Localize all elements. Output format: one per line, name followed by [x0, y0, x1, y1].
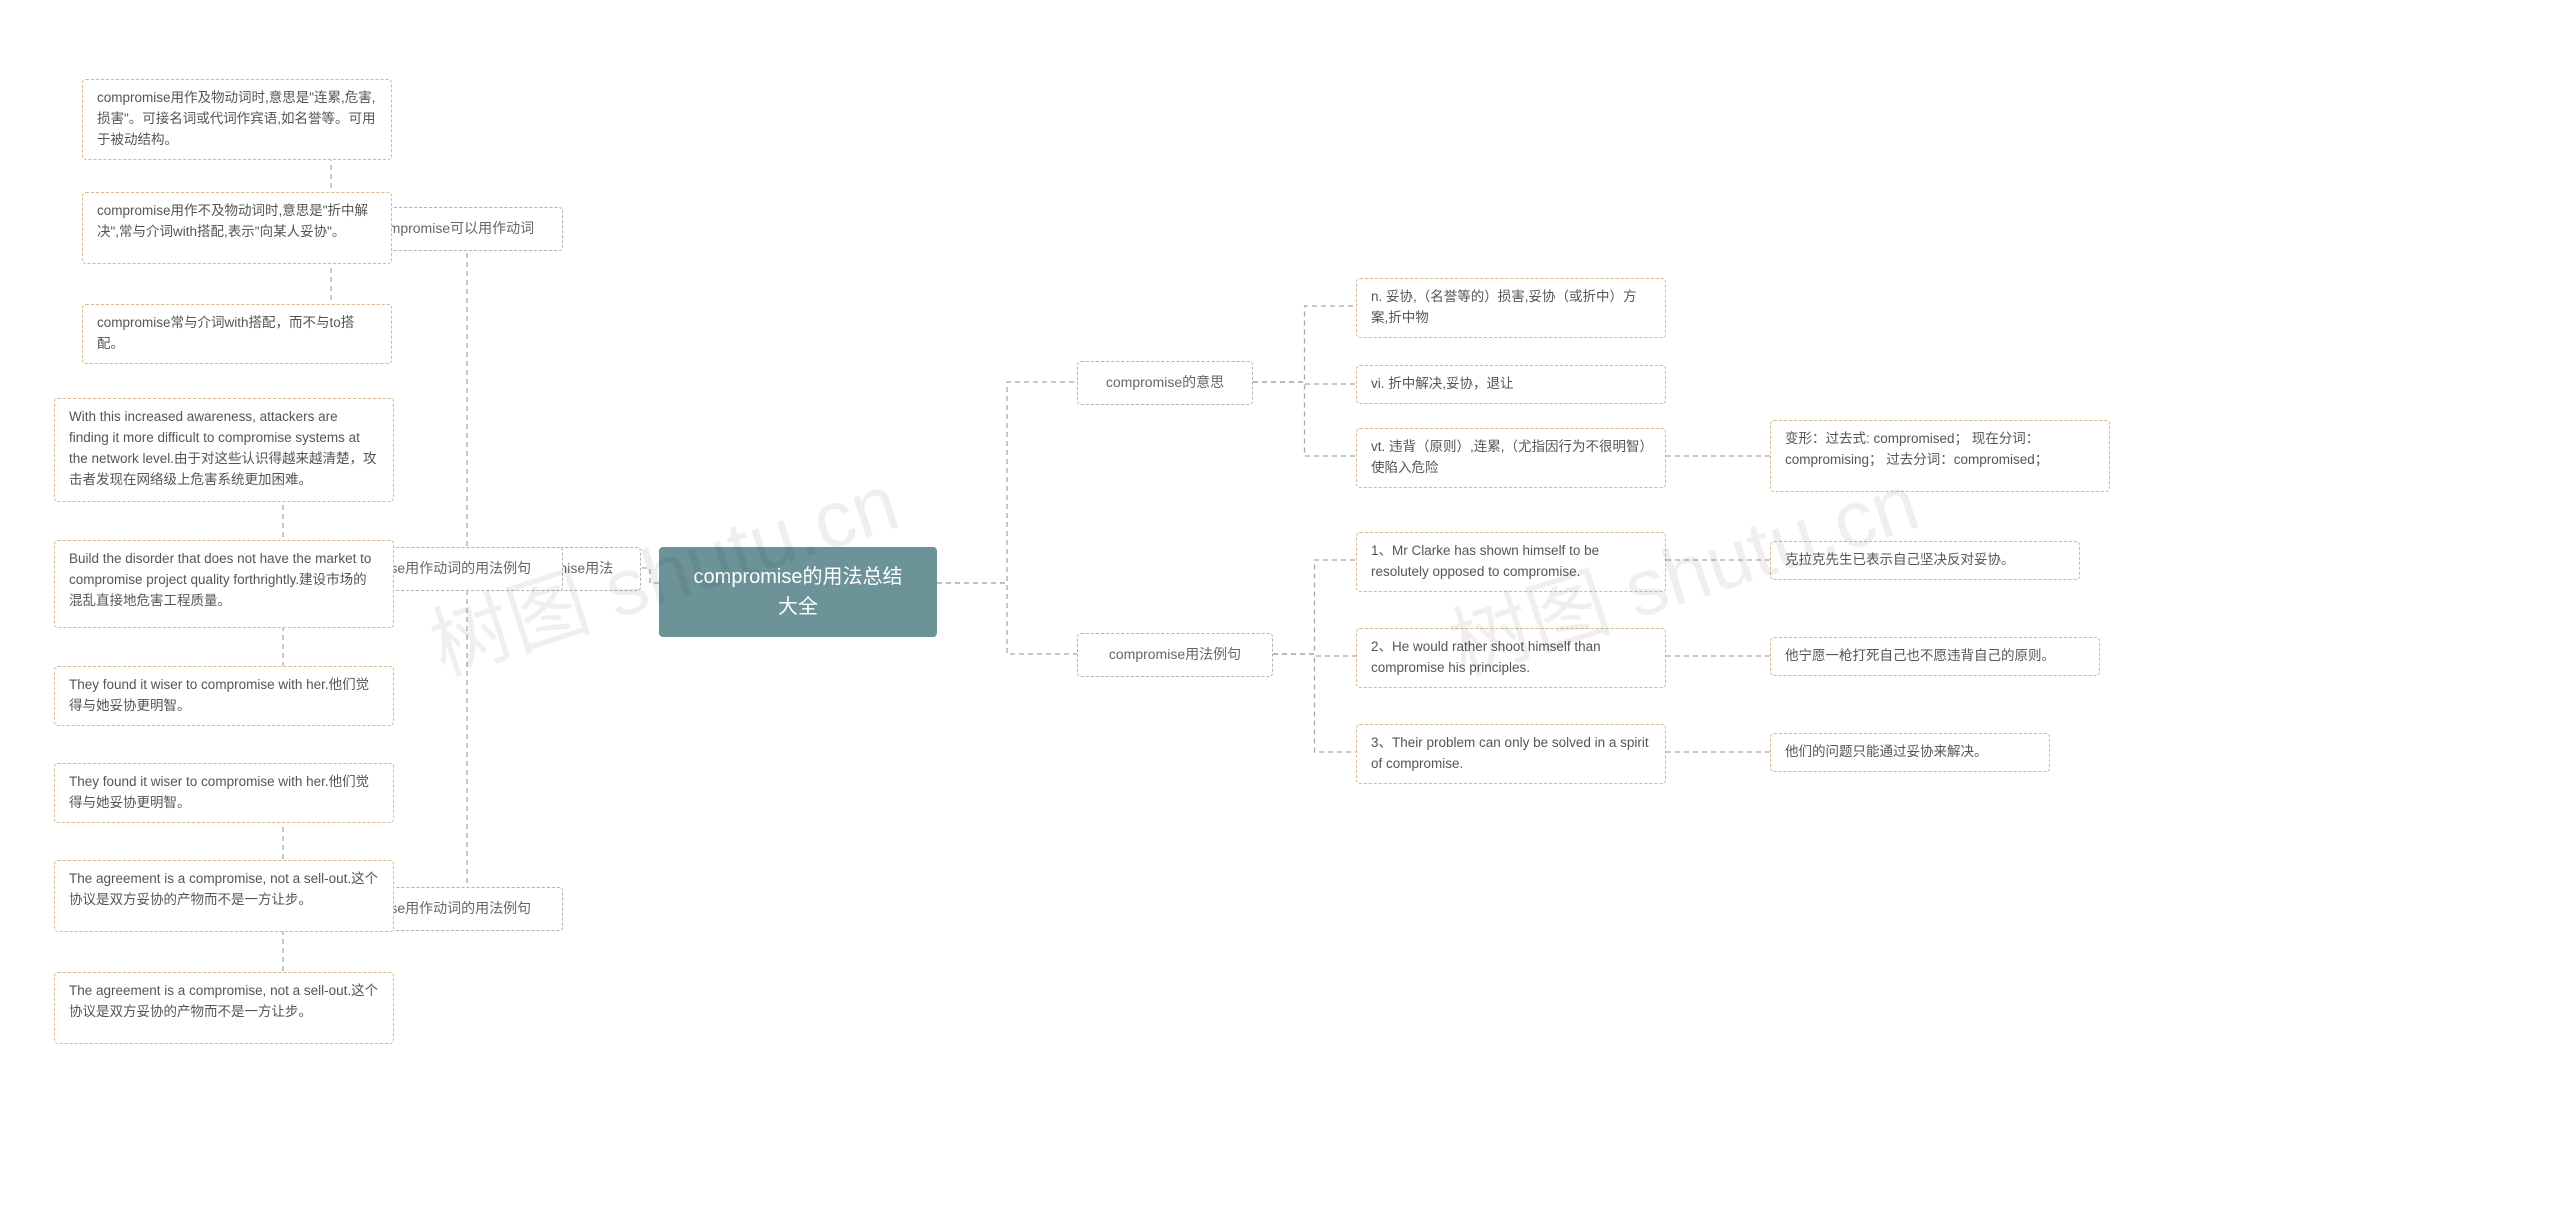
root-node: compromise的用法总结大全 — [659, 547, 937, 637]
mindmap-canvas: 树图 shutu.cn树图 shutu.cncompromise的用法总结大全c… — [0, 0, 2560, 1217]
leaf-node: n. 妥协,（名誉等的）损害,妥协（或折中）方案,折中物 — [1356, 278, 1666, 338]
leaf-node: vi. 折中解决,妥协，退让 — [1356, 365, 1666, 404]
leaf-node: The agreement is a compromise, not a sel… — [54, 860, 394, 932]
leaf-node: compromise常与介词with搭配，而不与to搭配。 — [82, 304, 392, 364]
leaf-node: 他们的问题只能通过妥协来解决。 — [1770, 733, 2050, 772]
leaf-node: Build the disorder that does not have th… — [54, 540, 394, 628]
leaf-node: 1、Mr Clarke has shown himself to be reso… — [1356, 532, 1666, 592]
leaf-node: 变形：过去式: compromised； 现在分词：compromising； … — [1770, 420, 2110, 492]
leaf-node: They found it wiser to compromise with h… — [54, 666, 394, 726]
leaf-node: The agreement is a compromise, not a sel… — [54, 972, 394, 1044]
leaf-node: compromise用作不及物动词时,意思是"折中解决",常与介词with搭配,… — [82, 192, 392, 264]
leaf-node: compromise用作及物动词时,意思是"连累,危害,损害"。可接名词或代词作… — [82, 79, 392, 160]
leaf-node: 3、Their problem can only be solved in a … — [1356, 724, 1666, 784]
leaf-node: 2、He would rather shoot himself than com… — [1356, 628, 1666, 688]
leaf-node: With this increased awareness, attackers… — [54, 398, 394, 502]
leaf-node: 克拉克先生已表示自己坚决反对妥协。 — [1770, 541, 2080, 580]
leaf-node: 他宁愿一枪打死自己也不愿违背自己的原则。 — [1770, 637, 2100, 676]
branch-node: compromise用法例句 — [1077, 633, 1273, 677]
leaf-node: vt. 违背（原则）,连累,（尤指因行为不很明智）使陷入危险 — [1356, 428, 1666, 488]
branch-node: compromise的意思 — [1077, 361, 1253, 405]
leaf-node: They found it wiser to compromise with h… — [54, 763, 394, 823]
